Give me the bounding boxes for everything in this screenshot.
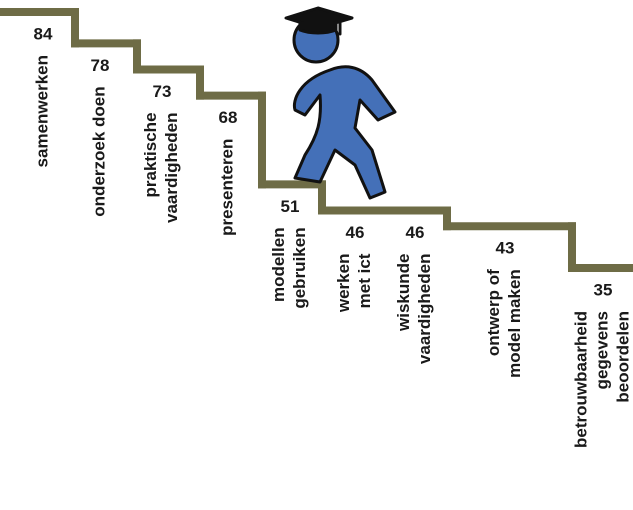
category-label: werken — [334, 254, 353, 314]
value-label: 68 — [219, 108, 238, 127]
category-label: presenteren — [217, 139, 236, 236]
value-label: 46 — [406, 223, 425, 242]
value-label: 73 — [153, 82, 172, 101]
value-label: 51 — [281, 197, 300, 216]
category-label: betrouwbaarheid — [571, 311, 590, 448]
value-label: 43 — [496, 239, 515, 258]
value-label: 46 — [346, 223, 365, 242]
category-label: vaardigheden — [415, 254, 434, 365]
category-label: met ict — [355, 253, 374, 308]
category-label: ontwerp of — [484, 269, 503, 356]
category-label: vaardigheden — [162, 112, 181, 223]
value-label: 78 — [91, 56, 110, 75]
category-label: model maken — [505, 269, 524, 378]
category-label: praktische — [141, 112, 160, 197]
value-label: 35 — [594, 280, 613, 299]
category-label: gebruiken — [290, 227, 309, 308]
category-label: onderzoek doen — [89, 86, 108, 216]
student-figure — [284, 6, 397, 200]
category-label: samenwerken — [32, 55, 51, 167]
category-label: wiskunde — [394, 254, 413, 332]
value-label: 84 — [34, 24, 53, 43]
category-label: modellen — [269, 227, 288, 302]
category-label: beoordelen — [613, 311, 632, 403]
category-label: gegevens — [592, 311, 611, 389]
